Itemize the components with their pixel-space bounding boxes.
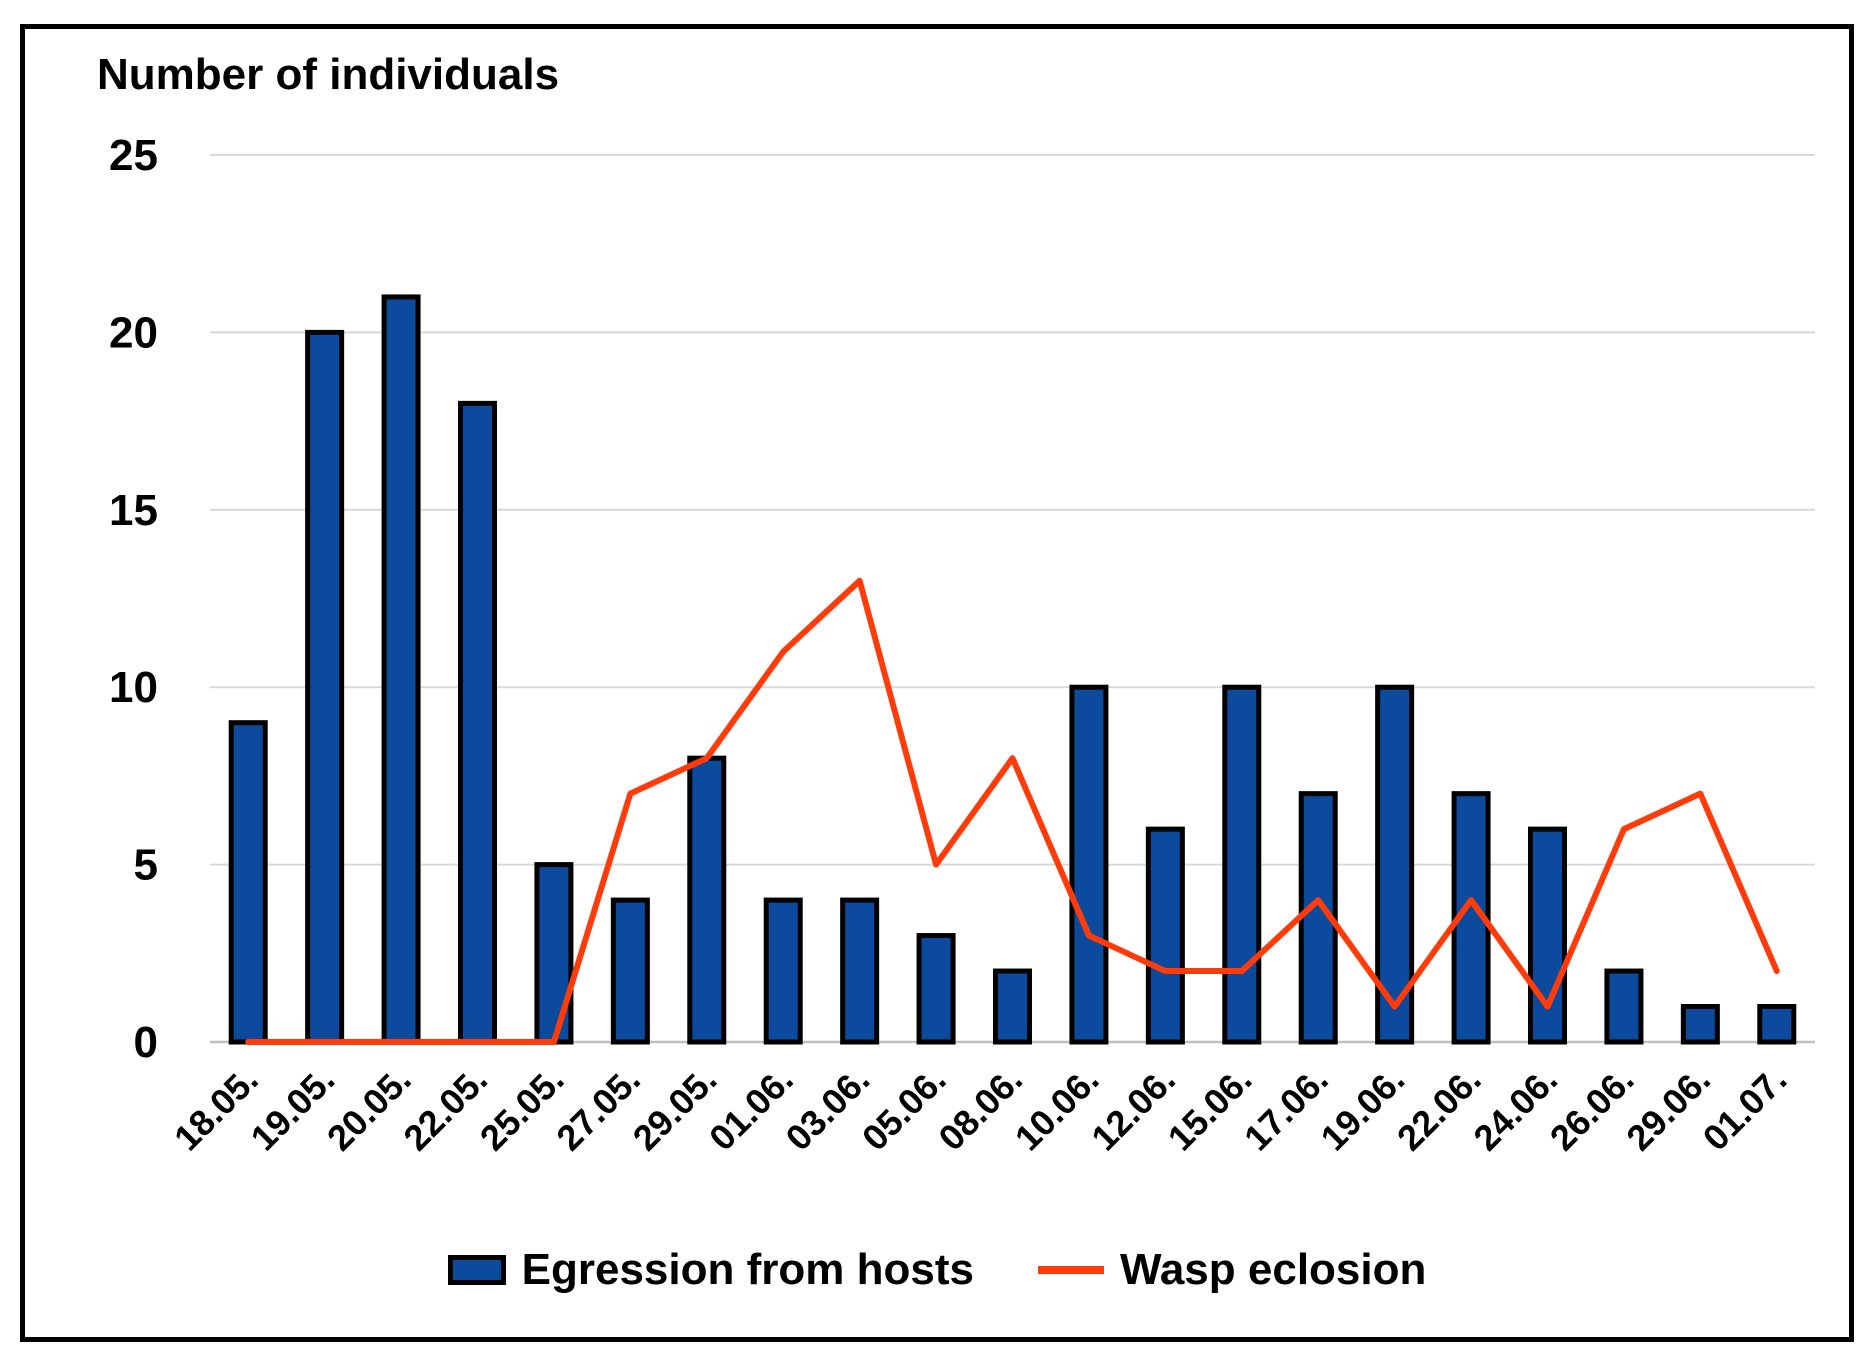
y-tick-label: 5 — [134, 841, 158, 890]
line-series-wasp-eclosion — [245, 577, 1780, 1045]
bar — [1222, 684, 1262, 1045]
x-tick-label: 22.06. — [1389, 1059, 1489, 1159]
legend: Egression from hosts Wasp eclosion — [0, 1240, 1874, 1300]
legend-item-eclosion: Wasp eclosion — [1037, 1245, 1427, 1295]
x-tick-label: 01.07. — [1695, 1059, 1795, 1159]
bar — [534, 862, 574, 1045]
x-tick-label: 19.06. — [1313, 1059, 1413, 1159]
x-tick-label: 24.06. — [1465, 1059, 1565, 1159]
legend-swatch-bar — [447, 1255, 506, 1285]
legend-label-egression: Egression from hosts — [521, 1245, 974, 1294]
bar — [1604, 968, 1644, 1045]
bar — [381, 294, 421, 1045]
bar — [763, 897, 803, 1045]
x-tick-label: 18.05. — [166, 1059, 266, 1159]
bar — [840, 897, 880, 1045]
y-axis-title: Number of individuals — [97, 50, 560, 99]
x-tick-label: 10.06. — [1007, 1059, 1107, 1159]
x-tick-label: 20.05. — [319, 1059, 419, 1159]
legend-item-egression: Egression from hosts — [447, 1245, 974, 1295]
y-tick-label: 0 — [134, 1018, 158, 1067]
x-tick-label: 05.06. — [854, 1059, 954, 1159]
x-tick-label: 29.06. — [1618, 1059, 1718, 1159]
bar — [610, 897, 650, 1045]
x-tick-label: 17.06. — [1236, 1059, 1336, 1159]
bar — [993, 968, 1032, 1045]
y-tick-label: 25 — [109, 131, 158, 180]
bar — [1528, 826, 1567, 1045]
x-tick-label: 15.06. — [1160, 1059, 1260, 1159]
bar — [228, 720, 268, 1045]
x-tick-label: 27.05. — [548, 1059, 648, 1159]
y-tick-label: 15 — [109, 486, 158, 535]
bar — [1069, 684, 1109, 1045]
x-tick-label: 08.06. — [930, 1059, 1030, 1159]
x-tick-label: 19.05. — [243, 1059, 343, 1159]
x-tick-label: 26.06. — [1542, 1059, 1642, 1159]
bar — [916, 933, 956, 1045]
bar — [1680, 1004, 1720, 1045]
x-tick-label: 01.06. — [701, 1059, 801, 1159]
legend-swatch-line — [1037, 1266, 1104, 1274]
bar — [305, 329, 345, 1045]
bar — [1375, 684, 1415, 1045]
bar — [458, 400, 497, 1045]
y-tick-label: 10 — [109, 663, 158, 712]
bar — [1145, 826, 1185, 1045]
x-tick-label: 22.05. — [395, 1059, 495, 1159]
x-tick-label: 29.05. — [625, 1059, 725, 1159]
bar — [687, 755, 727, 1045]
x-tick-label: 25.05. — [472, 1059, 572, 1159]
y-tick-label: 20 — [109, 308, 158, 357]
x-tick-label: 03.06. — [778, 1059, 878, 1159]
legend-label-eclosion: Wasp eclosion — [1119, 1245, 1427, 1294]
x-tick-label: 12.06. — [1083, 1059, 1183, 1159]
chart-frame — [20, 24, 1854, 1342]
bar — [1757, 1004, 1797, 1045]
